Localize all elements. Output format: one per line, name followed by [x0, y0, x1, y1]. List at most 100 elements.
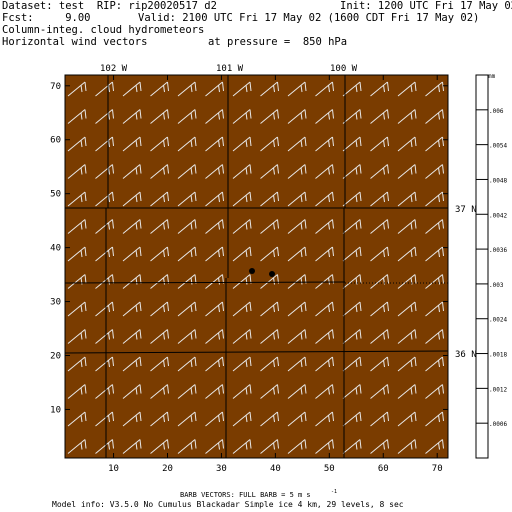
- wind-barb: [122, 329, 142, 344]
- wind-barb: [150, 384, 169, 399]
- wind-barb: [67, 109, 87, 124]
- wind-barb: [425, 191, 444, 207]
- wind-barb: [232, 136, 252, 152]
- wind-barb: [315, 384, 334, 399]
- wind-barb: [232, 356, 252, 372]
- wind-barb: [425, 329, 444, 344]
- colorbar: [475, 74, 489, 459]
- wind-barb: [122, 439, 142, 454]
- wind-barb: [315, 411, 334, 427]
- wind-barb: [150, 301, 169, 317]
- wind-barb: [287, 356, 307, 372]
- wind-barb: [287, 246, 307, 262]
- forecast-hour-label: Fcst: 9.00: [2, 12, 91, 24]
- wind-barb: [342, 164, 362, 179]
- wind-barb: [260, 164, 279, 179]
- wind-barb: [177, 219, 197, 234]
- wind-barb: [150, 439, 169, 454]
- y-tick-label: 70: [50, 82, 61, 92]
- wind-barb: [370, 136, 389, 152]
- valid-time-label: Valid: 2100 UTC Fri 17 May 02 (1600 CDT …: [138, 12, 480, 24]
- wind-barb: [315, 329, 334, 344]
- wind-barb: [260, 246, 279, 262]
- wind-barb: [95, 301, 114, 317]
- wind-barb: [122, 164, 142, 179]
- wind-barb: [342, 274, 362, 289]
- wind-barb: [315, 246, 334, 262]
- colorbar-tick-label: .0024: [489, 317, 507, 324]
- wind-barb: [122, 356, 142, 372]
- wind-barb: [370, 109, 389, 124]
- dataset-label: Dataset: test RIP: rip20020517 d2: [2, 0, 217, 12]
- wind-barb: [232, 219, 252, 234]
- wind-barb: [205, 411, 224, 427]
- wind-barb: [425, 164, 444, 179]
- wind-barb: [342, 191, 362, 207]
- wind-barb: [370, 384, 389, 399]
- colorbar-tick-label: .0042: [489, 212, 507, 219]
- wind-barb: [67, 301, 87, 317]
- wind-barb: [95, 81, 114, 97]
- wind-barb: [370, 329, 389, 344]
- wind-barb: [205, 301, 224, 317]
- wind-barb: [177, 191, 197, 207]
- wind-barbs-layer: [67, 81, 444, 454]
- y-tick-label: 10: [50, 405, 61, 415]
- lat-label-37n: 37 N: [455, 205, 477, 215]
- wind-barb: [342, 136, 362, 152]
- boundary-line: [64, 350, 449, 354]
- wind-barb: [150, 356, 169, 372]
- wind-barb: [370, 356, 389, 372]
- wind-barb: [232, 411, 252, 427]
- wind-barb: [67, 356, 87, 372]
- wind-barb: [232, 301, 252, 317]
- colorbar-tick-label: .0054: [489, 143, 507, 150]
- wind-barb: [122, 274, 142, 289]
- wind-barb: [425, 81, 444, 97]
- y-tick-label: 20: [50, 352, 61, 362]
- wind-barb: [287, 329, 307, 344]
- wind-barb: [370, 191, 389, 207]
- wind-barb: [67, 164, 87, 179]
- wind-barb: [397, 411, 417, 427]
- wind-barb: [342, 356, 362, 372]
- wind-barb: [205, 191, 224, 207]
- colorbar-tick-label: .0012: [489, 386, 507, 393]
- wind-barb: [205, 246, 224, 262]
- wind-barb: [122, 136, 142, 152]
- wind-barb: [95, 219, 114, 234]
- map-plot-area: [64, 74, 449, 459]
- wind-barb: [95, 246, 114, 262]
- wind-barb: [370, 219, 389, 234]
- wind-barb: [342, 81, 362, 97]
- wind-barb: [95, 329, 114, 344]
- wind-barb: [177, 81, 197, 97]
- wind-barb: [370, 439, 389, 454]
- x-tick-label: 70: [432, 464, 443, 474]
- field-name-cloud: Column-integ. cloud hydrometeors: [2, 24, 205, 36]
- wind-barb: [150, 274, 169, 289]
- wind-barb: [205, 109, 224, 124]
- wind-barb: [287, 219, 307, 234]
- wind-barb: [205, 164, 224, 179]
- x-axis-ticks: 10 20 30 40 50 60 70: [108, 75, 443, 474]
- wind-barb: [425, 219, 444, 234]
- colorbar-tick-label: .003: [489, 282, 504, 289]
- wind-barb: [95, 164, 114, 179]
- wind-barb: [260, 301, 279, 317]
- wind-barb: [177, 164, 197, 179]
- wind-barb: [150, 411, 169, 427]
- wind-barb: [342, 384, 362, 399]
- wind-barb: [370, 301, 389, 317]
- wind-barb: [95, 411, 114, 427]
- barb-vectors-note: BARB VECTORS: FULL BARB = 5 m s: [180, 491, 311, 499]
- x-tick-label: 10: [108, 464, 119, 474]
- wind-barb: [397, 356, 417, 372]
- wind-barb: [260, 329, 279, 344]
- wind-barb: [397, 81, 417, 97]
- wind-barb: [260, 191, 279, 207]
- wind-barb: [177, 411, 197, 427]
- wind-barb: [425, 439, 444, 454]
- wind-barb: [232, 329, 252, 344]
- wind-barb: [95, 109, 114, 124]
